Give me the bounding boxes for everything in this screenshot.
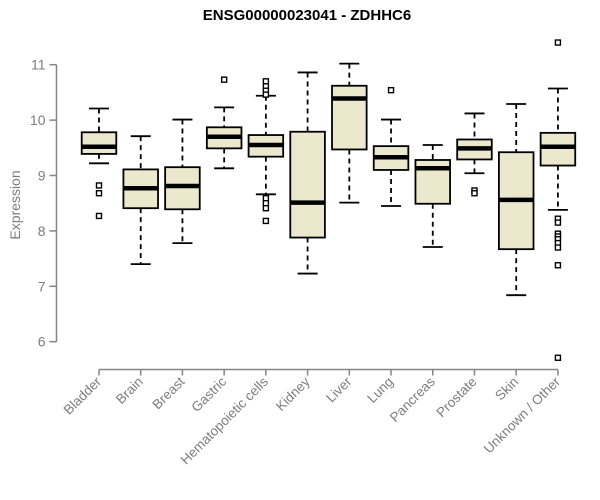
chart-title: ENSG00000023041 - ZDHHC6: [202, 7, 412, 24]
x-category-label-pancreas: Pancreas: [387, 374, 438, 425]
boxplot-bladder: [80, 107, 118, 220]
boxplot-kidney: [289, 71, 326, 275]
x-category-label-kidney: Kidney: [273, 374, 313, 414]
outlier-point-hematopoietic-cells: [262, 195, 270, 202]
boxplot-unknown-other: [539, 39, 577, 361]
boxplot-brain: [122, 135, 159, 266]
box-unknown-other: [539, 131, 577, 167]
boxplot-liver: [331, 62, 368, 204]
outlier-point-unknown-other: [554, 262, 562, 269]
x-category-label-gastric: Gastric: [188, 374, 229, 415]
x-category-label-liver: Liver: [323, 374, 355, 406]
box-liver: [331, 84, 368, 151]
x-category-label-unknown-other: Unknown / Other: [481, 374, 564, 457]
y-tick-label: 7: [38, 278, 46, 294]
outlier-point-unknown-other: [554, 354, 562, 361]
boxplot-hematopoietic-cells: [247, 78, 285, 225]
outlier-point-bladder: [95, 190, 103, 197]
x-category-label-breast: Breast: [149, 374, 187, 412]
y-tick-label: 6: [38, 334, 46, 350]
boxplot-prostate: [456, 112, 493, 197]
outlier-point-lung: [387, 86, 395, 94]
outlier-point-unknown-other: [554, 39, 562, 46]
x-category-label-skin: Skin: [492, 374, 521, 403]
y-tick-label: 11: [31, 57, 46, 73]
boxplot-lung: [372, 86, 410, 207]
boxplot-pancreas: [414, 144, 451, 248]
x-category-label-lung: Lung: [364, 374, 396, 406]
y-tick-label: 8: [38, 223, 46, 239]
outlier-point-gastric: [220, 76, 228, 83]
outlier-point-hematopoietic-cells: [262, 91, 270, 98]
x-category-label-brain: Brain: [113, 374, 146, 407]
boxplot-skin: [497, 103, 535, 297]
outlier-point-unknown-other: [554, 244, 562, 251]
outlier-point-unknown-other: [554, 219, 562, 226]
outlier-point-bladder: [95, 182, 103, 189]
box-kidney: [289, 130, 326, 239]
x-category-label-bladder: Bladder: [61, 374, 105, 418]
outlier-point-hematopoietic-cells: [262, 199, 270, 207]
boxplot-breast: [164, 118, 201, 244]
x-category-label-prostate: Prostate: [433, 374, 479, 420]
y-tick-label: 9: [38, 168, 46, 184]
outlier-point-prostate: [471, 190, 478, 197]
outlier-point-hematopoietic-cells: [262, 204, 270, 212]
outlier-point-bladder: [95, 212, 103, 220]
box-bladder: [80, 131, 118, 155]
outlier-point-hematopoietic-cells: [262, 78, 270, 85]
y-tick-label: 10: [30, 112, 46, 128]
boxplot-gastric: [205, 76, 243, 170]
outlier-point-hematopoietic-cells: [262, 217, 270, 225]
